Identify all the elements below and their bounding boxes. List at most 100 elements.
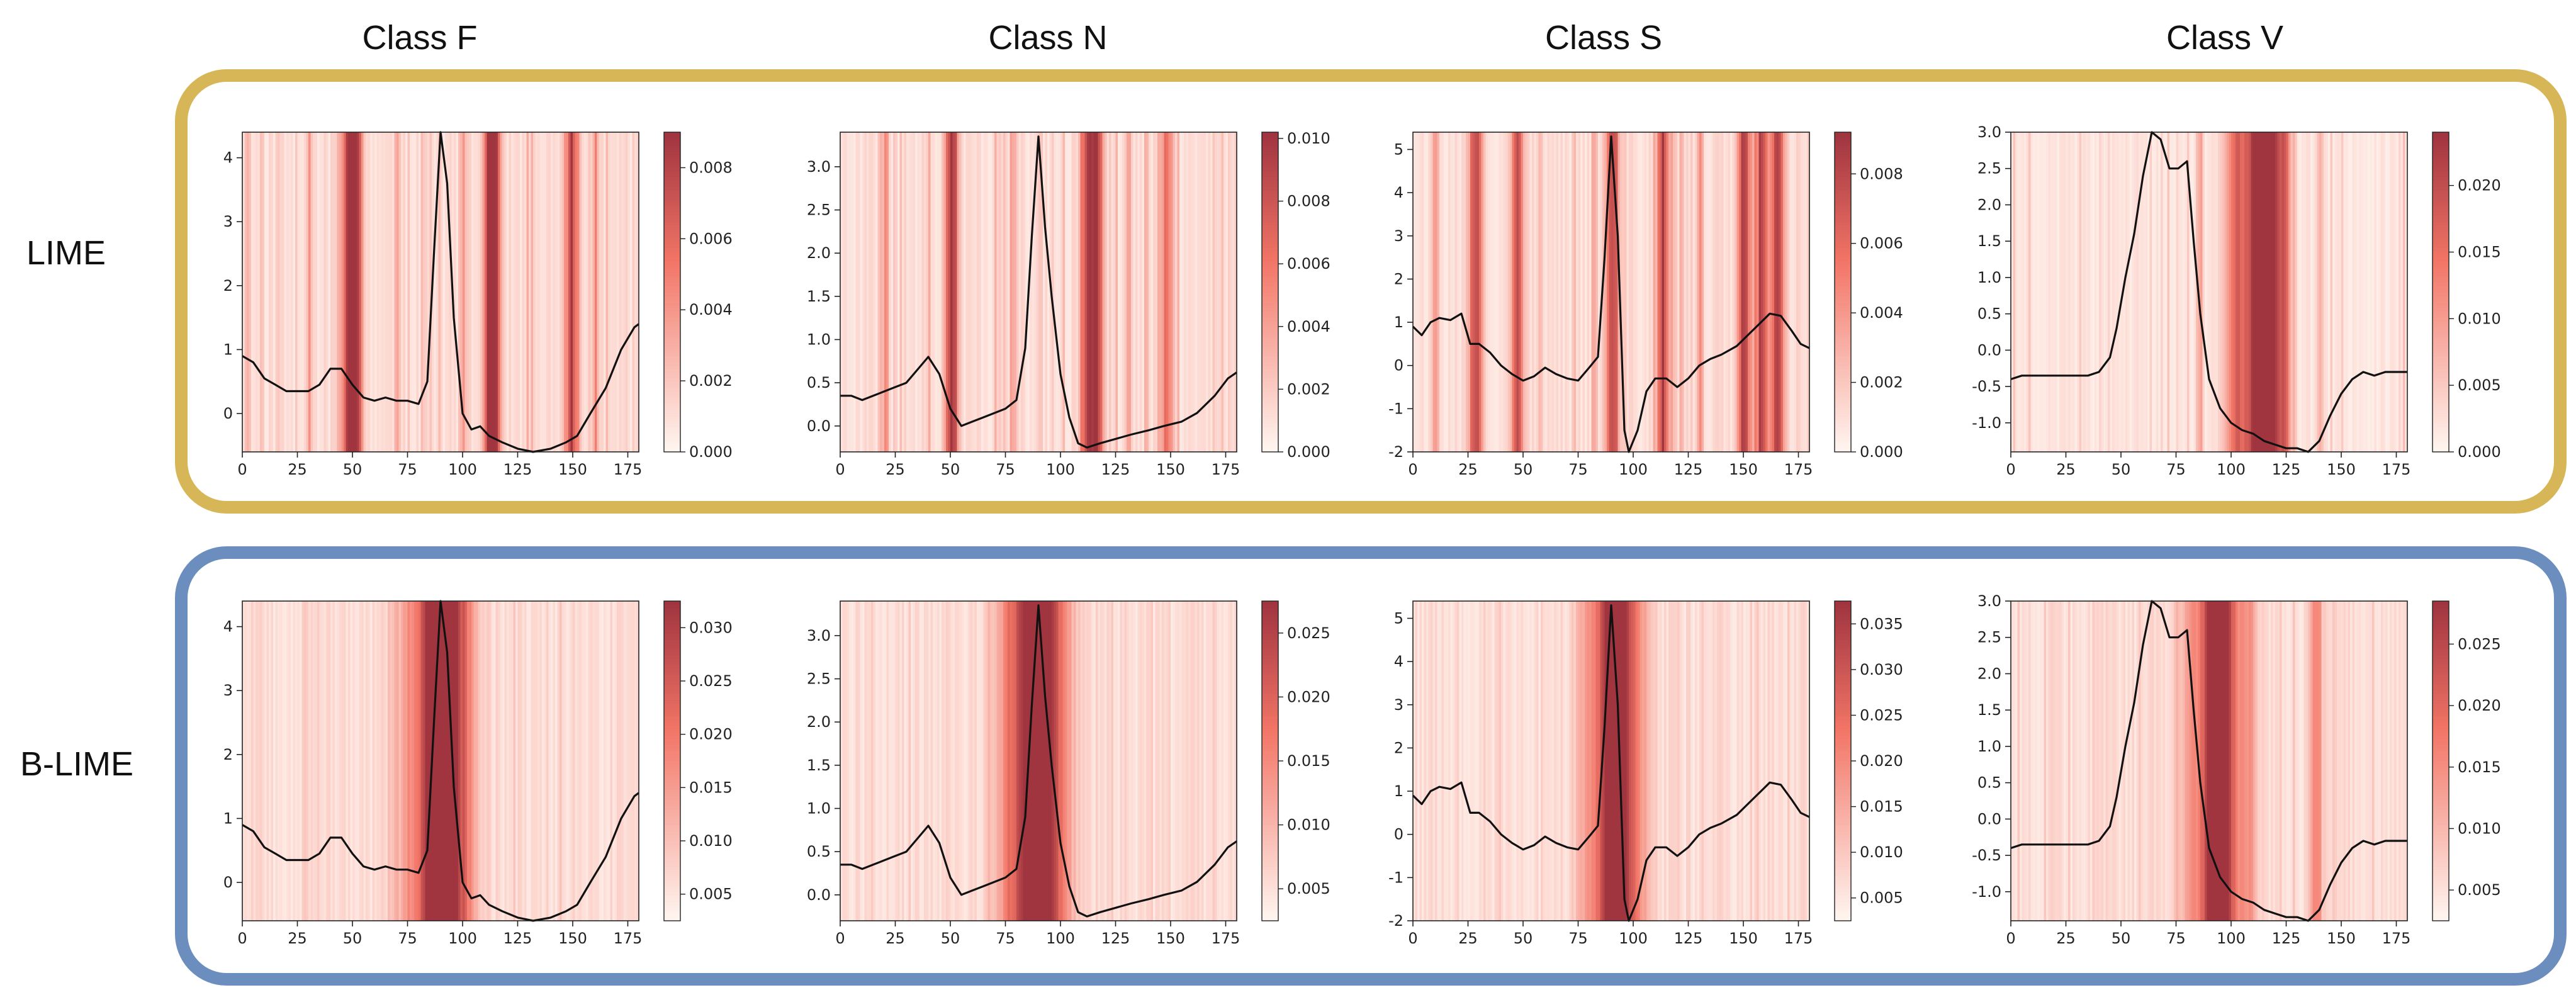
importance-stripe: [933, 601, 936, 921]
importance-stripe: [2277, 601, 2280, 921]
importance-stripe: [1772, 601, 1775, 921]
importance-stripe: [1507, 132, 1510, 452]
importance-stripe: [332, 601, 335, 921]
y-tick-label: 3: [223, 213, 233, 230]
colorbar-segment: [1262, 761, 1278, 765]
colorbar-segment: [1835, 694, 1851, 698]
colorbar-segment: [1835, 783, 1851, 787]
importance-stripe: [2028, 601, 2032, 921]
importance-stripe: [1591, 132, 1594, 452]
importance-stripe: [961, 132, 964, 452]
colorbar-segment: [1835, 882, 1851, 886]
importance-stripe: [251, 132, 254, 452]
colorbar-segment: [1835, 311, 1851, 315]
colorbar-segment: [2433, 796, 2449, 800]
colorbar-segment: [1835, 658, 1851, 663]
importance-stripe: [911, 601, 914, 921]
x-tick-label: 100: [1046, 461, 1075, 478]
colorbar-segment: [1262, 311, 1278, 315]
importance-stripe: [2383, 132, 2386, 452]
importance-stripe: [507, 601, 510, 921]
importance-stripe: [564, 601, 567, 921]
importance-stripe: [1670, 132, 1673, 452]
importance-stripe: [1470, 601, 1473, 921]
importance-stripe: [2064, 601, 2067, 921]
importance-stripe: [2068, 601, 2071, 921]
importance-stripe: [2198, 601, 2201, 921]
importance-stripe: [295, 601, 298, 921]
importance-stripe: [1497, 601, 1500, 921]
colorbar-tick-label: 0.020: [689, 726, 733, 743]
importance-stripe: [1472, 132, 1475, 452]
importance-stripe: [507, 132, 510, 452]
y-tick-label: 5: [1394, 609, 1403, 627]
importance-stripe: [920, 132, 923, 452]
colorbar-segment: [664, 694, 680, 698]
colorbar-segment: [664, 668, 680, 672]
importance-stripe: [1653, 132, 1656, 452]
importance-stripe: [2390, 132, 2393, 452]
colorbar-segment: [2433, 895, 2449, 899]
colorbar-segment: [664, 882, 680, 886]
colorbar-segment: [2433, 183, 2449, 188]
colorbar-segment: [664, 378, 680, 383]
importance-stripe: [297, 132, 300, 452]
importance-stripe: [469, 601, 472, 921]
importance-stripe: [564, 132, 567, 452]
colorbar-segment: [664, 751, 680, 755]
colorbar-segment: [664, 148, 680, 152]
importance-stripe: [1543, 601, 1546, 921]
importance-stripe: [2092, 601, 2095, 921]
panel-blime-class-f: 0 25 50 75 100 125 150 175012340.0050.0100.0150…: [223, 600, 733, 947]
colorbar-segment: [2433, 189, 2449, 194]
importance-stripe: [884, 132, 887, 452]
colorbar-tick-label: 0.020: [1860, 752, 1903, 770]
panel-lime-class-v: 0 25 50 75 100 125 150 175-1.0-0.50.00.51.01.52…: [1972, 123, 2501, 478]
importance-stripe: [983, 601, 986, 921]
colorbar-segment: [1262, 777, 1278, 781]
colorbar-segment: [1835, 189, 1851, 194]
importance-stripe: [1633, 132, 1636, 452]
importance-stripe: [1580, 601, 1583, 921]
importance-stripe: [363, 601, 366, 921]
importance-stripe: [1752, 132, 1755, 452]
colorbar-segment: [664, 375, 680, 379]
importance-stripe: [1785, 132, 1788, 452]
importance-stripe: [849, 601, 852, 921]
importance-stripe: [595, 601, 598, 921]
importance-stripe: [2070, 601, 2073, 921]
colorbar-segment: [2433, 677, 2449, 682]
x-tick-label: 25: [2056, 930, 2076, 947]
importance-stripe: [346, 601, 349, 921]
importance-stripe: [1556, 132, 1559, 452]
colorbar-segment: [1835, 818, 1851, 823]
colorbar-segment: [1835, 193, 1851, 197]
colorbar-segment: [1262, 132, 1278, 136]
importance-stripe: [1545, 132, 1548, 452]
colorbar-segment: [1262, 828, 1278, 832]
x-tick-label: 100: [1619, 461, 1648, 478]
importance-stripe: [2207, 132, 2210, 452]
colorbar-segment: [664, 614, 680, 618]
colorbar-segment: [1262, 901, 1278, 906]
colorbar-segment: [664, 802, 680, 806]
colorbar-segment: [1835, 748, 1851, 752]
importance-stripe: [2264, 601, 2267, 921]
colorbar-segment: [664, 723, 680, 726]
colorbar-segment: [1835, 388, 1851, 392]
y-tick-label: 2: [223, 746, 233, 763]
importance-stripe: [1613, 132, 1616, 452]
colorbar-segment: [2433, 904, 2449, 909]
colorbar-segment: [1835, 439, 1851, 443]
importance-stripe: [284, 601, 287, 921]
importance-stripe: [1177, 601, 1180, 921]
importance-stripe: [257, 601, 261, 921]
colorbar-tick-label: 0.005: [689, 886, 733, 903]
importance-stripe: [1503, 132, 1506, 452]
colorbar-segment: [1835, 841, 1851, 845]
colorbar-segment: [664, 886, 680, 889]
importance-stripe: [526, 601, 529, 921]
importance-stripe: [592, 132, 595, 452]
importance-stripe: [1644, 132, 1647, 452]
importance-stripe: [1794, 132, 1797, 452]
